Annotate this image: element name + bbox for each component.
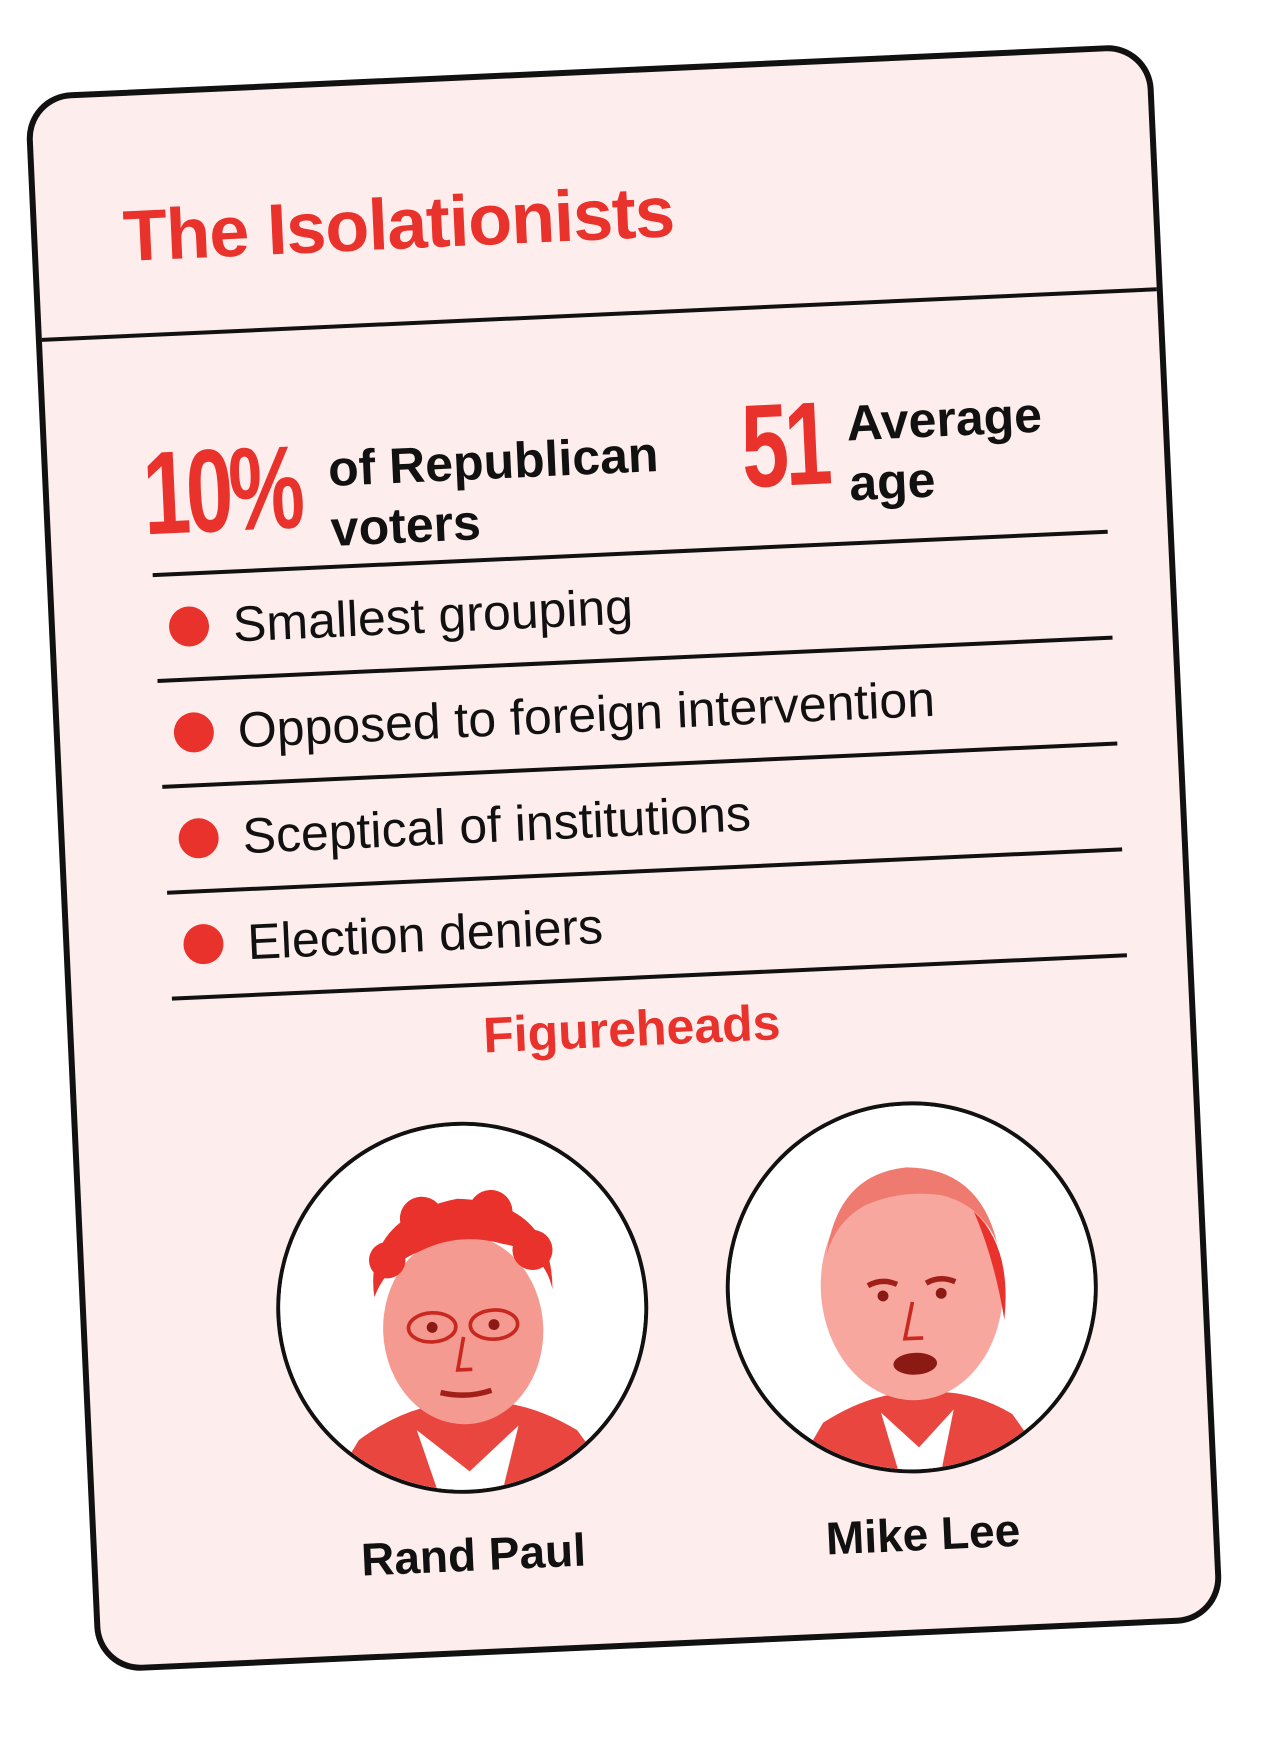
- traits-list: Smallest grouping Opposed to foreign int…: [152, 529, 1128, 1001]
- trait-label: Election deniers: [246, 898, 605, 971]
- portrait-photo-icon: [721, 1097, 1102, 1478]
- bullet-dot-icon: [172, 711, 215, 754]
- title-divider: [41, 287, 1157, 342]
- figurehead-name: Mike Lee: [824, 1503, 1022, 1565]
- card-title: The Isolationists: [121, 172, 676, 278]
- trait-label: Smallest grouping: [231, 578, 635, 653]
- figurehead-name: Rand Paul: [359, 1523, 587, 1586]
- average-age-label: Average age: [845, 386, 1044, 512]
- trait-label: Opposed to foreign intervention: [236, 670, 937, 759]
- trait-label: Sceptical of institutions: [241, 785, 752, 865]
- bullet-dot-icon: [177, 817, 220, 860]
- bullet-dot-icon: [182, 923, 225, 966]
- figurehead-mike-lee: Mike Lee: [714, 1093, 1114, 1570]
- figurehead-rand-paul: Rand Paul: [264, 1113, 664, 1590]
- bullet-dot-icon: [168, 605, 210, 648]
- voter-share-label: of Republican voters: [326, 426, 660, 557]
- average-age-value: 51: [738, 377, 831, 514]
- voter-share-value: 10%: [140, 421, 303, 561]
- portrait-icon: [717, 1093, 1107, 1482]
- portrait-icon: [267, 1113, 657, 1503]
- portrait-photo-icon: [272, 1117, 653, 1498]
- profile-card: The Isolationists 10% of Republican vote…: [24, 43, 1224, 1673]
